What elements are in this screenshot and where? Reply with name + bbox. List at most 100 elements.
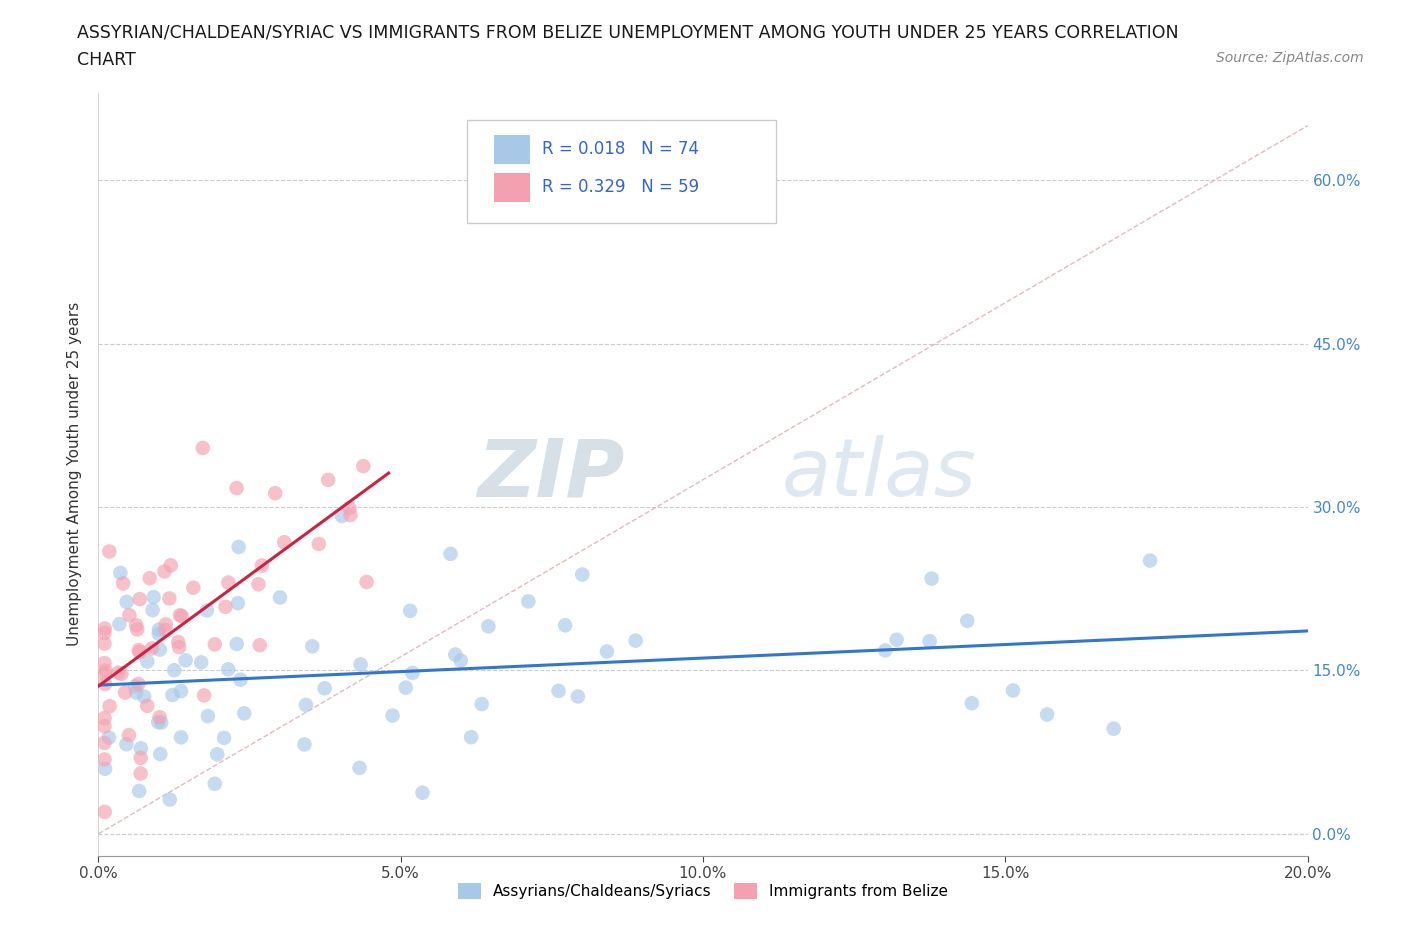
Point: [114, 685, 136, 700]
Point: [233, 706, 256, 721]
Point: [339, 508, 361, 523]
Point: [886, 632, 908, 647]
Point: [129, 741, 152, 756]
Point: [191, 441, 214, 456]
Point: [460, 730, 482, 745]
Point: [136, 698, 159, 713]
Point: [159, 558, 181, 573]
Point: [149, 643, 172, 658]
Point: [94, 762, 117, 777]
Point: [142, 603, 165, 618]
Point: [875, 643, 897, 658]
Point: [167, 634, 190, 649]
Point: [149, 747, 172, 762]
Text: R = 0.018   N = 74: R = 0.018 N = 74: [543, 140, 699, 158]
Bar: [494, 173, 530, 202]
Point: [127, 622, 149, 637]
FancyBboxPatch shape: [467, 120, 776, 222]
Point: [214, 599, 236, 614]
Point: [624, 633, 647, 648]
Point: [163, 663, 186, 678]
Point: [352, 458, 374, 473]
Point: [97, 730, 120, 745]
Point: [450, 653, 472, 668]
Point: [170, 730, 193, 745]
Point: [112, 576, 135, 591]
Point: [249, 638, 271, 653]
Text: Source: ZipAtlas.com: Source: ZipAtlas.com: [1216, 51, 1364, 65]
Point: [153, 564, 176, 578]
Point: [217, 575, 239, 590]
Point: [269, 590, 291, 604]
Point: [349, 657, 371, 671]
Point: [197, 709, 219, 724]
Point: [149, 710, 172, 724]
Point: [1036, 707, 1059, 722]
Point: [125, 685, 148, 700]
Point: [316, 472, 339, 487]
Text: CHART: CHART: [77, 51, 136, 69]
Text: ASSYRIAN/CHALDEAN/SYRIAC VS IMMIGRANTS FROM BELIZE UNEMPLOYMENT AMONG YOUTH UNDE: ASSYRIAN/CHALDEAN/SYRIAC VS IMMIGRANTS F…: [77, 23, 1180, 41]
Point: [93, 667, 115, 682]
Point: [1001, 683, 1024, 698]
Point: [93, 621, 115, 636]
Point: [960, 696, 983, 711]
Point: [93, 752, 115, 767]
Point: [157, 591, 180, 605]
Point: [247, 577, 270, 591]
Point: [98, 698, 121, 713]
Point: [190, 655, 212, 670]
Point: [204, 777, 226, 791]
Point: [356, 575, 378, 590]
Point: [205, 747, 228, 762]
Point: [174, 653, 197, 668]
Point: [93, 736, 115, 751]
Point: [136, 654, 159, 669]
Point: [547, 684, 569, 698]
Point: [399, 604, 422, 618]
Point: [93, 719, 115, 734]
Point: [93, 626, 115, 641]
Point: [204, 637, 226, 652]
Point: [471, 697, 494, 711]
Point: [308, 537, 330, 551]
Y-axis label: Unemployment Among Youth under 25 years: Unemployment Among Youth under 25 years: [67, 302, 83, 646]
Point: [567, 689, 589, 704]
Point: [349, 761, 371, 776]
Point: [110, 666, 132, 681]
Text: R = 0.329   N = 59: R = 0.329 N = 59: [543, 178, 699, 196]
Point: [921, 571, 943, 586]
Point: [115, 737, 138, 751]
Point: [98, 544, 121, 559]
Point: [170, 684, 193, 698]
Point: [115, 594, 138, 609]
Point: [918, 633, 941, 648]
Point: [193, 688, 215, 703]
Point: [217, 662, 239, 677]
Point: [195, 603, 218, 618]
Point: [124, 679, 146, 694]
Point: [128, 644, 150, 659]
Point: [107, 665, 129, 680]
Point: [93, 656, 115, 671]
Point: [1139, 553, 1161, 568]
Point: [571, 567, 593, 582]
Point: [170, 608, 193, 623]
Point: [93, 636, 115, 651]
Point: [439, 547, 461, 562]
Point: [142, 590, 165, 604]
Point: [477, 618, 499, 633]
Point: [159, 792, 181, 807]
Point: [229, 672, 252, 687]
Point: [395, 680, 418, 695]
Point: [141, 641, 163, 656]
Point: [273, 535, 295, 550]
Point: [169, 607, 191, 622]
Point: [93, 711, 115, 725]
Bar: [494, 135, 530, 164]
Point: [148, 715, 170, 730]
Point: [134, 689, 156, 704]
Point: [128, 643, 150, 658]
Point: [596, 644, 619, 659]
Point: [228, 539, 250, 554]
